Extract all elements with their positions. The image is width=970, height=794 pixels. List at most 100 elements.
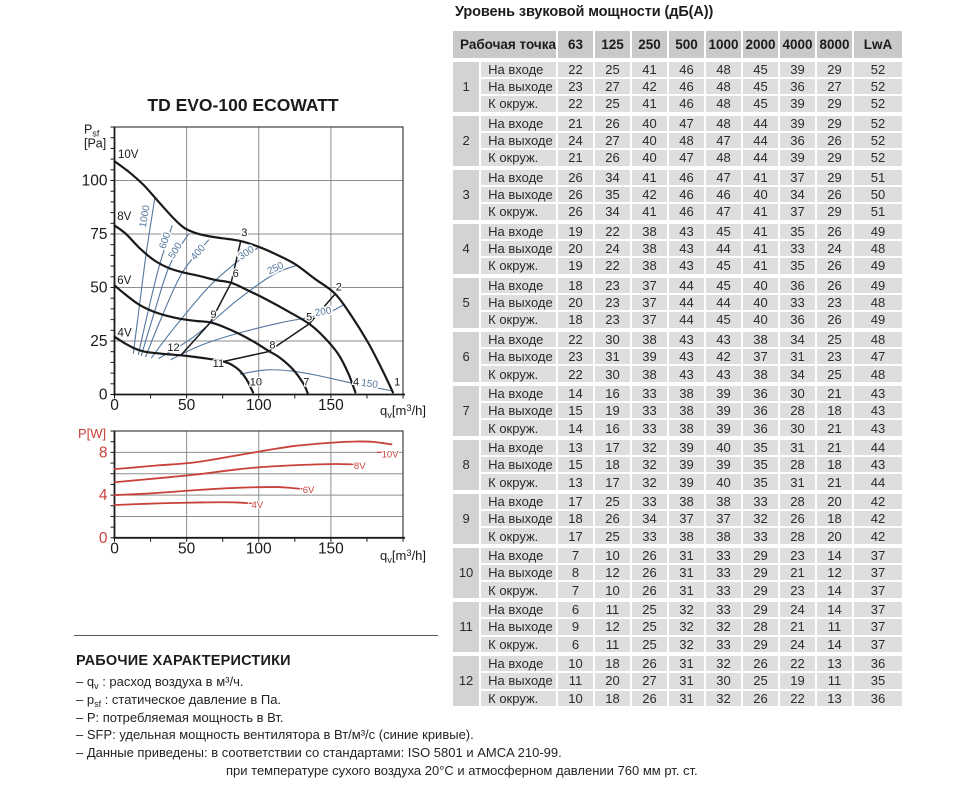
table-cell: 23 [595,312,631,328]
table-cell: 26 [632,653,668,672]
table-cell: 26 [595,511,631,527]
column-header-125: 125 [595,31,631,58]
point-number: 1 [453,59,480,112]
table-cell: 43 [669,221,705,239]
table-cell: 39 [780,59,816,77]
table-cell: 39 [669,474,705,490]
table-cell: 33 [632,383,668,402]
table-cell: 16 [595,420,631,436]
table-cell: 30 [706,673,742,689]
table-cell: 37 [854,619,903,635]
system-line-3-6-9-12 [180,240,242,356]
table-cell: 12 [595,565,631,581]
table-cell: 38 [632,258,668,274]
table-row: 1 На входе 22 25 41 46 48 45 39 29 52 [453,59,903,112]
curve-6V [113,284,309,395]
table-cell: 37 [854,565,903,581]
row-label: На выходе [481,457,557,473]
row-label: На входе [481,113,557,131]
table-cell: 42 [706,349,742,365]
x-tick-label: 150 [318,540,344,557]
table-cell: 43 [854,403,903,419]
table-cell: 49 [854,221,903,239]
table-cell: 52 [854,132,903,149]
table-cell: 47 [854,349,903,365]
table-cell: 40 [743,275,779,293]
table-cell: 28 [780,491,816,510]
table-cell: 45 [706,258,742,274]
table-cell: 48 [706,113,742,131]
table-cell: 52 [854,96,903,112]
table-cell: 33 [706,636,742,652]
row-label: На входе [481,329,557,347]
x-axis-title: qv[m3/h] [380,403,426,420]
table-cell: 37 [632,312,668,328]
table-cell: 18 [817,403,853,419]
table-cell: 39 [780,150,816,166]
table-cell: 43 [854,383,903,402]
notes-item: – P: потребляемая мощность в Вт. [76,709,284,725]
row-label: На выходе [481,403,557,419]
curve-label-4V: 4V [118,327,132,339]
system-line-2-5-8-11 [223,293,336,363]
separator-line [74,635,438,636]
table-cell: 44 [743,150,779,166]
table-cell: 39 [706,457,742,473]
row-label: К окруж. [481,150,557,166]
table-cell: 26 [743,653,779,672]
table-cell: 49 [854,312,903,328]
table-cell: 22 [780,690,816,706]
table-cell: 26 [632,565,668,581]
table-cell: 31 [669,690,705,706]
table-cell: 41 [632,59,668,77]
table-cell: 35 [743,474,779,490]
table-cell: 24 [817,240,853,257]
table-cell: 48 [854,329,903,347]
table-cell: 44 [706,240,742,257]
table-row: На выходе 18 26 34 37 37 32 26 18 42 [453,511,903,527]
table-cell: 25 [817,329,853,347]
x-tick-label: 100 [246,540,272,557]
table-cell: 38 [669,420,705,436]
table-cell: 45 [743,78,779,95]
table-cell: 10 [558,690,594,706]
point-number: 12 [453,653,480,706]
table-cell: 35 [743,437,779,456]
table-cell: 25 [595,491,631,510]
table-cell: 49 [854,258,903,274]
row-label: На выходе [481,619,557,635]
table-cell: 37 [854,545,903,564]
table-cell: 15 [558,403,594,419]
table-cell: 34 [595,167,631,185]
table-cell: 11 [595,599,631,618]
table-row: 6 На входе 22 30 38 43 43 38 34 25 48 [453,329,903,382]
table-cell: 20 [558,294,594,311]
sfp-curve-400 [145,239,210,358]
working-point-label-3: 3 [241,227,247,239]
table-cell: 47 [706,204,742,220]
table-cell: 21 [558,150,594,166]
table-cell: 32 [669,619,705,635]
column-header-250: 250 [632,31,668,58]
table-cell: 51 [854,167,903,185]
table-cell: 26 [817,275,853,293]
table-cell: 38 [669,383,705,402]
table-cell: 44 [669,275,705,293]
row-label: К окруж. [481,420,557,436]
y-axis-title: Psf [84,123,100,139]
table-row: 7 На входе 14 16 33 38 39 36 30 21 43 [453,383,903,436]
working-point-label-5: 5 [306,312,312,324]
sfp-curve-250 [158,264,298,360]
row-label: На выходе [481,565,557,581]
table-cell: 33 [706,582,742,598]
table-cell: 52 [854,113,903,131]
table-cell: 38 [743,329,779,347]
table-cell: 7 [558,545,594,564]
table-cell: 33 [632,420,668,436]
table-cell: 11 [558,673,594,689]
table-cell: 45 [743,96,779,112]
point-number: 5 [453,275,480,328]
table-cell: 10 [558,653,594,672]
table-row: К окруж. 13 17 32 39 40 35 31 21 44 [453,474,903,490]
table-cell: 26 [817,186,853,203]
